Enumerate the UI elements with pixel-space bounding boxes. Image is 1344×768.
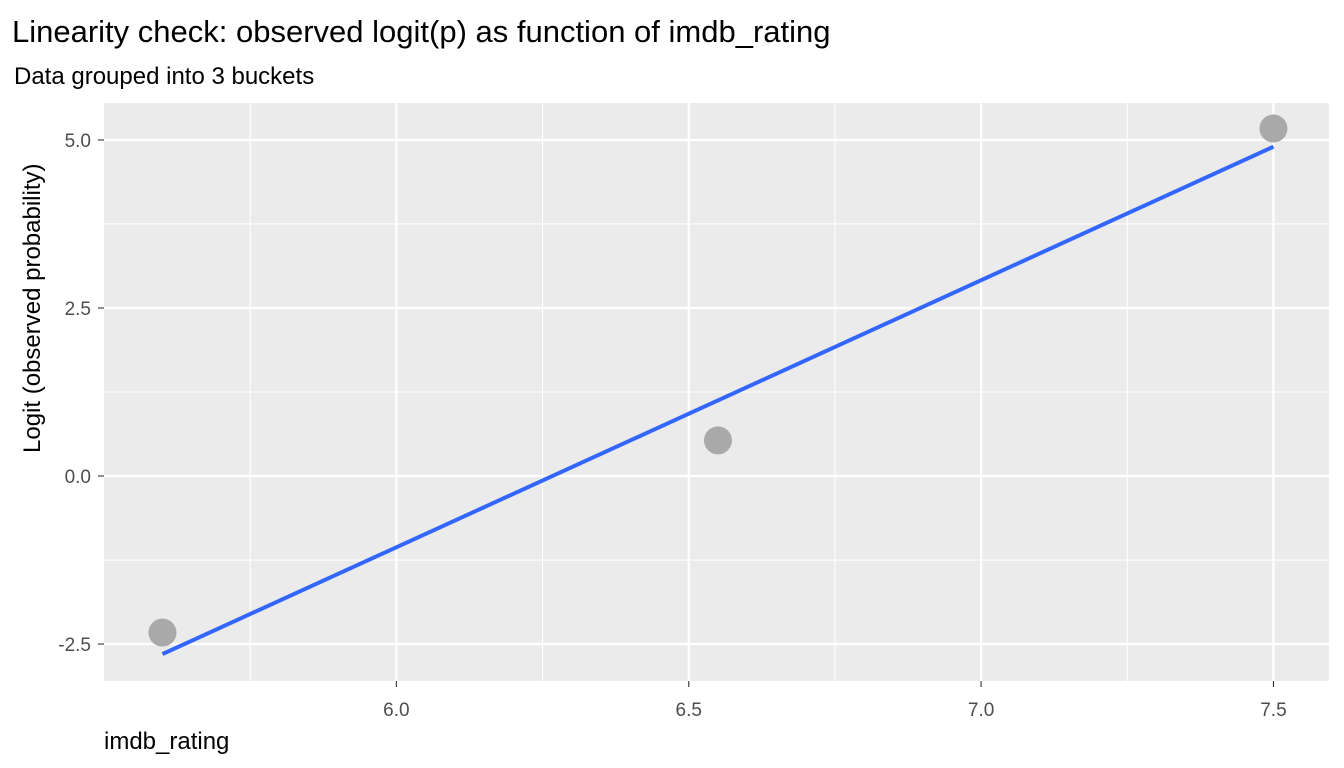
fit-line-layer [161, 144, 1275, 656]
data-point [1259, 114, 1288, 143]
y-axis: -2.5 0.0 2.5 5.0 [58, 131, 104, 656]
y-axis-title: Logit (observed probability) [19, 164, 46, 454]
y-tick-label: -2.5 [58, 635, 91, 656]
grid-major-y [104, 138, 1329, 646]
points-layer [148, 114, 1288, 647]
x-tick-label: 7.0 [968, 700, 994, 721]
y-tick-label: 0.0 [65, 467, 91, 488]
grid-minor-y [104, 223, 1329, 561]
fit-line [161, 144, 1275, 656]
x-axis: 6.0 6.5 7.0 7.5 [383, 681, 1287, 721]
x-axis-title: imdb_rating [104, 728, 229, 755]
data-point [148, 618, 177, 647]
x-tick-label: 7.5 [1260, 700, 1286, 721]
chart-title: Linearity check: observed logit(p) as fu… [12, 14, 831, 49]
y-tick-label: 5.0 [65, 131, 91, 152]
x-tick-label: 6.0 [383, 700, 409, 721]
chart-subtitle: Data grouped into 3 buckets [14, 63, 314, 90]
y-tick-label: 2.5 [65, 299, 91, 320]
x-tick-label: 6.5 [676, 700, 702, 721]
data-point [703, 426, 732, 455]
grid-major-x [395, 103, 1275, 681]
